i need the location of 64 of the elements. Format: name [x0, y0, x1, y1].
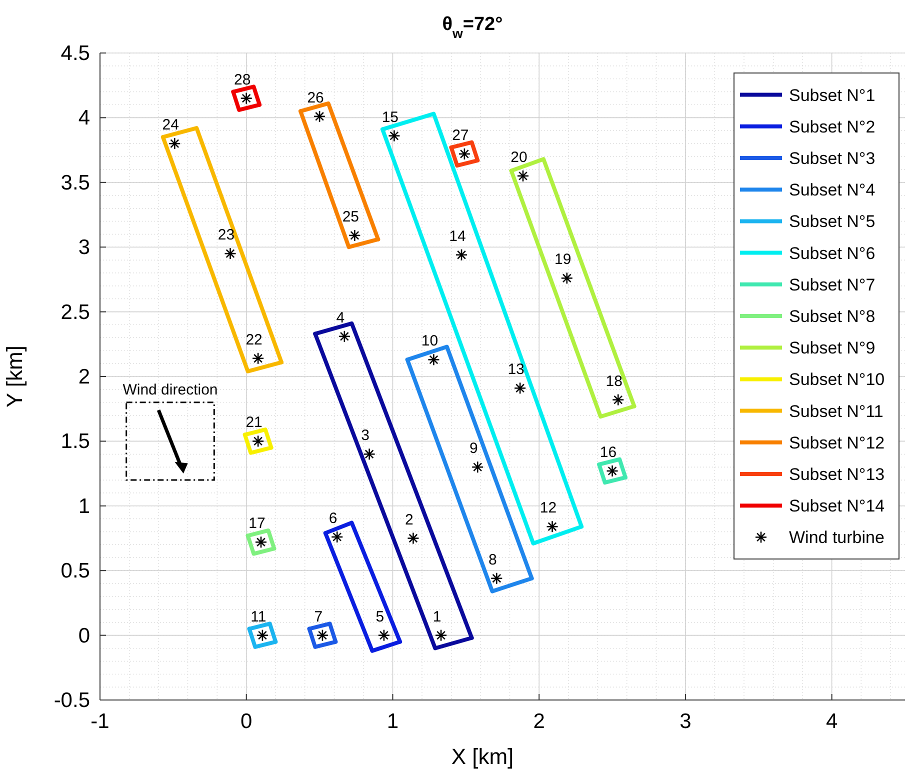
y-axis-title: Y [km]	[2, 346, 27, 408]
y-tick-label: 3	[78, 236, 90, 260]
x-tick-label: 1	[386, 710, 399, 733]
legend-label: Subset N°8	[789, 307, 876, 326]
legend-label: Subset N°11	[789, 402, 884, 421]
annotation: 25	[342, 208, 360, 226]
y-tick-label: 2	[78, 366, 90, 388]
legend-label: Subset N°5	[789, 212, 876, 232]
x-tick-label: -1	[90, 710, 110, 733]
y-tick-label: 0	[78, 624, 90, 648]
y-tick-label: 1	[78, 494, 90, 518]
x-axis-title: X [km]	[451, 744, 514, 769]
legend-label: Subset N°12	[789, 433, 885, 452]
annotation: 17	[248, 515, 266, 532]
x-tick-label: 4	[826, 710, 838, 733]
y-tick-label: -0.5	[54, 689, 90, 712]
legend-label: Subset N°9	[789, 338, 876, 358]
annotation: 12	[540, 500, 557, 517]
legend-label: Wind turbine	[789, 528, 884, 548]
annotation: 1	[432, 608, 442, 626]
annotation: 26	[307, 89, 324, 106]
y-tick-label: 4	[78, 106, 90, 130]
y-tick-label: 0.5	[60, 560, 90, 583]
legend-label: Subset N°2	[789, 117, 876, 136]
legend-label: Subset N°3	[789, 149, 876, 168]
annotation: 13	[508, 361, 524, 378]
annotation: 2	[405, 511, 414, 528]
annotation: 22	[246, 331, 262, 348]
annotation: 28	[234, 71, 251, 88]
y-tick-label: 3.5	[60, 171, 90, 194]
x-tick-label: 2	[533, 710, 545, 733]
annotation: Wind direction	[122, 381, 218, 398]
legend-label: Subset N°4	[789, 180, 876, 200]
annotation: 20	[510, 148, 528, 166]
annotation: 14	[449, 228, 466, 245]
legend-label: Subset N°7	[789, 275, 876, 294]
annotation: 3	[361, 427, 370, 444]
legend-label: Subset N°13	[789, 465, 885, 484]
annotation: 15	[382, 108, 399, 126]
annotation: 27	[452, 126, 469, 144]
y-tick-label: 2.5	[60, 300, 90, 324]
annotation: 8	[488, 551, 497, 568]
annotation: 5	[376, 608, 384, 626]
annotation: 23	[218, 226, 235, 244]
annotation: 21	[246, 414, 262, 432]
annotation: 6	[328, 510, 338, 527]
annotation: 18	[606, 372, 622, 390]
y-tick-label: 1.5	[60, 430, 90, 454]
annotation: 10	[421, 332, 438, 350]
annotation: 16	[600, 444, 617, 461]
annotation: 11	[250, 608, 266, 626]
x-tick-label: 0	[240, 710, 252, 733]
annotation: 7	[314, 608, 323, 626]
annotation: 4	[336, 309, 345, 326]
legend-label: Subset N°14	[789, 496, 885, 516]
annotation: 24	[162, 116, 179, 134]
annotation: 9	[469, 440, 478, 458]
legend-label: Subset N°6	[789, 244, 876, 263]
chart-title: θ$_{w}$=72°	[442, 14, 503, 40]
annotation: 19	[554, 251, 572, 268]
legend-label: Subset N°10	[789, 370, 885, 390]
legend-label: Subset N°1	[789, 86, 876, 105]
x-tick-label: 3	[680, 710, 692, 733]
y-tick-label: 4.5	[60, 42, 90, 65]
